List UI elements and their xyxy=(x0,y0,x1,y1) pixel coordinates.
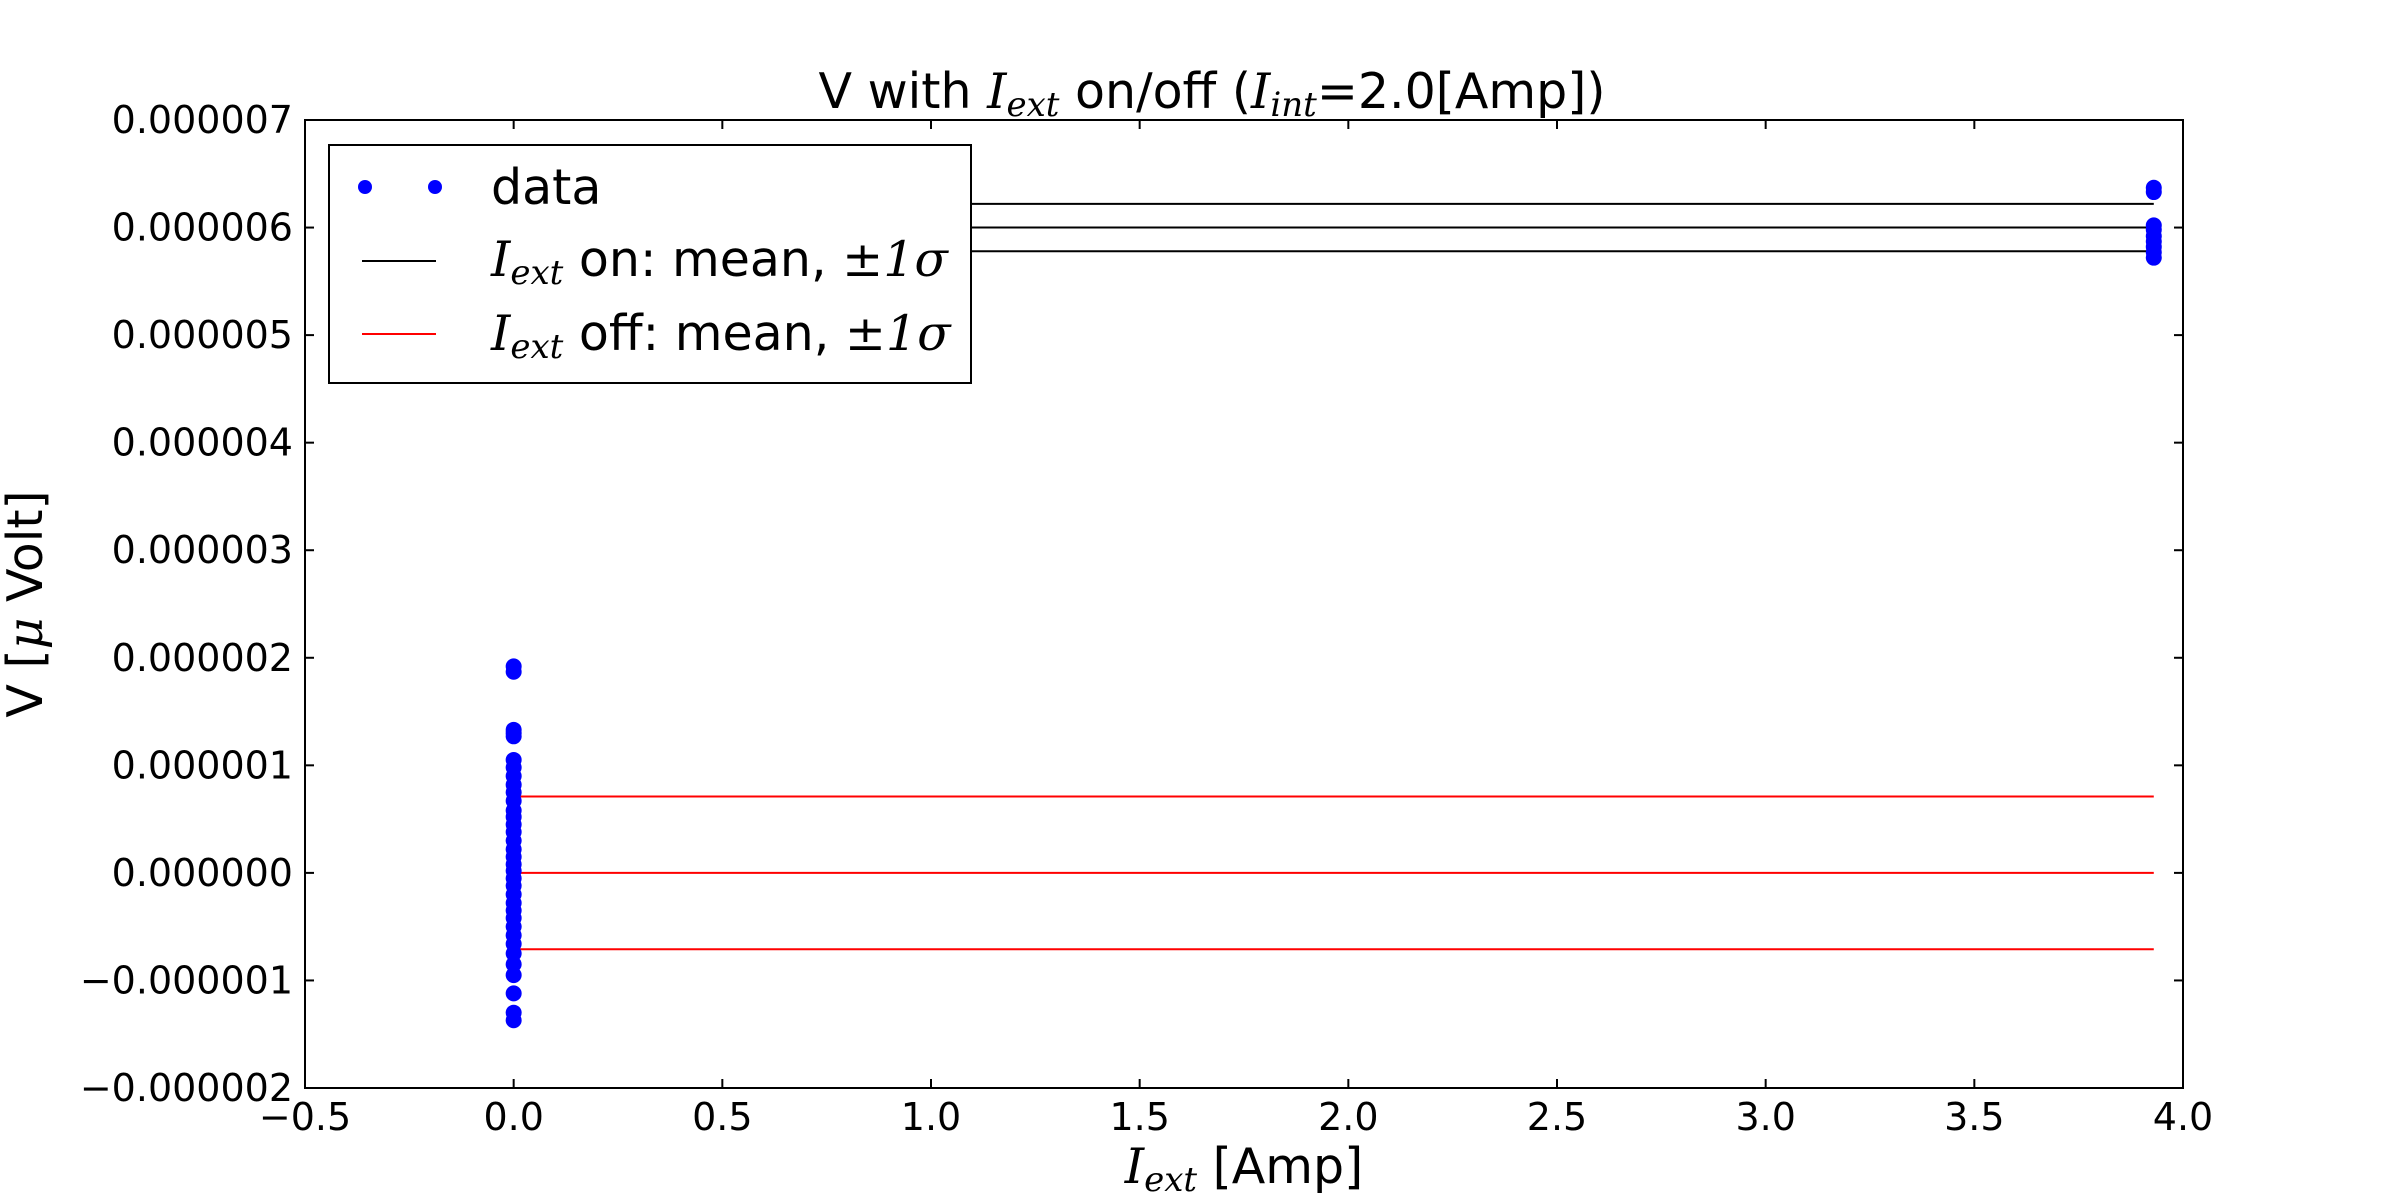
data-point xyxy=(505,1012,522,1029)
x-axis-label-var-sub: ext xyxy=(1144,1160,1197,1198)
y-tick-label: 0.000003 xyxy=(112,528,293,572)
y-tick-label: 0.000006 xyxy=(112,206,293,250)
legend-on-pm: ±1σ xyxy=(842,231,949,288)
data-point xyxy=(2145,184,2162,201)
y-axis-label-suffix: Volt] xyxy=(0,490,54,617)
y-axis-label-mu: μ xyxy=(0,618,54,650)
legend-on-label: Iext on: mean, ±1σ xyxy=(490,231,949,293)
y-tick-label: 0.000001 xyxy=(112,743,293,787)
chart-title: V with Iext on/off (Iint=2.0[Amp]) xyxy=(818,63,1605,125)
legend-off-pm: ±1σ xyxy=(845,305,952,362)
y-axis-label: V [μ Volt] xyxy=(0,490,54,717)
y-tick-label: 0.000005 xyxy=(112,313,293,357)
legend-off-var: I xyxy=(490,305,512,362)
y-tick-label: 0.000000 xyxy=(112,851,293,895)
legend-off-label: Iext off: mean, ±1σ xyxy=(490,305,952,367)
legend-off-text: off: mean, xyxy=(563,305,845,362)
x-axis-label: Iext [Amp] xyxy=(1124,1138,1364,1198)
data-point xyxy=(505,967,522,984)
y-axis-label-prefix: V [ xyxy=(0,649,54,717)
chart-title-middle: on/off ( xyxy=(1059,63,1251,120)
x-tick-label: 3.5 xyxy=(1944,1095,2004,1139)
data-points-layer xyxy=(505,179,2162,1029)
chart-title-var2-sub: int xyxy=(1270,85,1317,125)
x-tick-label: 0.0 xyxy=(483,1095,543,1139)
data-point xyxy=(505,985,522,1002)
legend-data-marker-2 xyxy=(428,180,442,194)
ticks-layer: −0.5 0.0 0.5 1.0 1.5 2.0 2.5 3.0 3.5 4.0 −0.000002… xyxy=(80,98,2213,1139)
y-tick-label: 0.000004 xyxy=(112,421,293,465)
data-point xyxy=(505,728,522,745)
chart-title-var1-sub: ext xyxy=(1006,85,1059,125)
x-tick-label: 1.5 xyxy=(1109,1095,1169,1139)
legend-data-label: data xyxy=(491,159,601,216)
x-tick-label: 0.5 xyxy=(692,1095,752,1139)
data-point xyxy=(2145,249,2162,266)
x-tick-label: 3.0 xyxy=(1735,1095,1795,1139)
chart-title-suffix: =2.0[Amp]) xyxy=(1317,63,1606,120)
legend-off-var-sub: ext xyxy=(510,327,563,367)
y-tick-label: −0.000001 xyxy=(80,958,293,1002)
legend: data Iext on: mean, ±1σ Iext off: mean, … xyxy=(328,144,972,384)
x-axis-label-suffix: [Amp] xyxy=(1197,1138,1363,1195)
x-axis-label-var: I xyxy=(1124,1138,1146,1195)
x-tick-label: 2.0 xyxy=(1318,1095,1378,1139)
chart-title-var2: I xyxy=(1250,63,1272,120)
x-tick-label: −0.5 xyxy=(259,1095,351,1139)
chart-title-var1: I xyxy=(986,63,1008,120)
legend-data-marker-1 xyxy=(358,180,372,194)
chart-title-prefix: V with xyxy=(818,63,987,120)
x-tick-label: 2.5 xyxy=(1527,1095,1587,1139)
y-tick-label: −0.000002 xyxy=(80,1066,293,1110)
legend-on-var-sub: ext xyxy=(510,253,563,293)
x-tick-label: 4.0 xyxy=(2153,1095,2213,1139)
y-tick-label: 0.000002 xyxy=(112,636,293,680)
plot-area-frame xyxy=(304,119,2184,1089)
y-tick-label: 0.000007 xyxy=(112,98,293,142)
legend-on-text: on: mean, xyxy=(563,231,842,288)
data-point xyxy=(505,663,522,680)
x-tick-label: 1.0 xyxy=(901,1095,961,1139)
legend-on-var: I xyxy=(490,231,512,288)
